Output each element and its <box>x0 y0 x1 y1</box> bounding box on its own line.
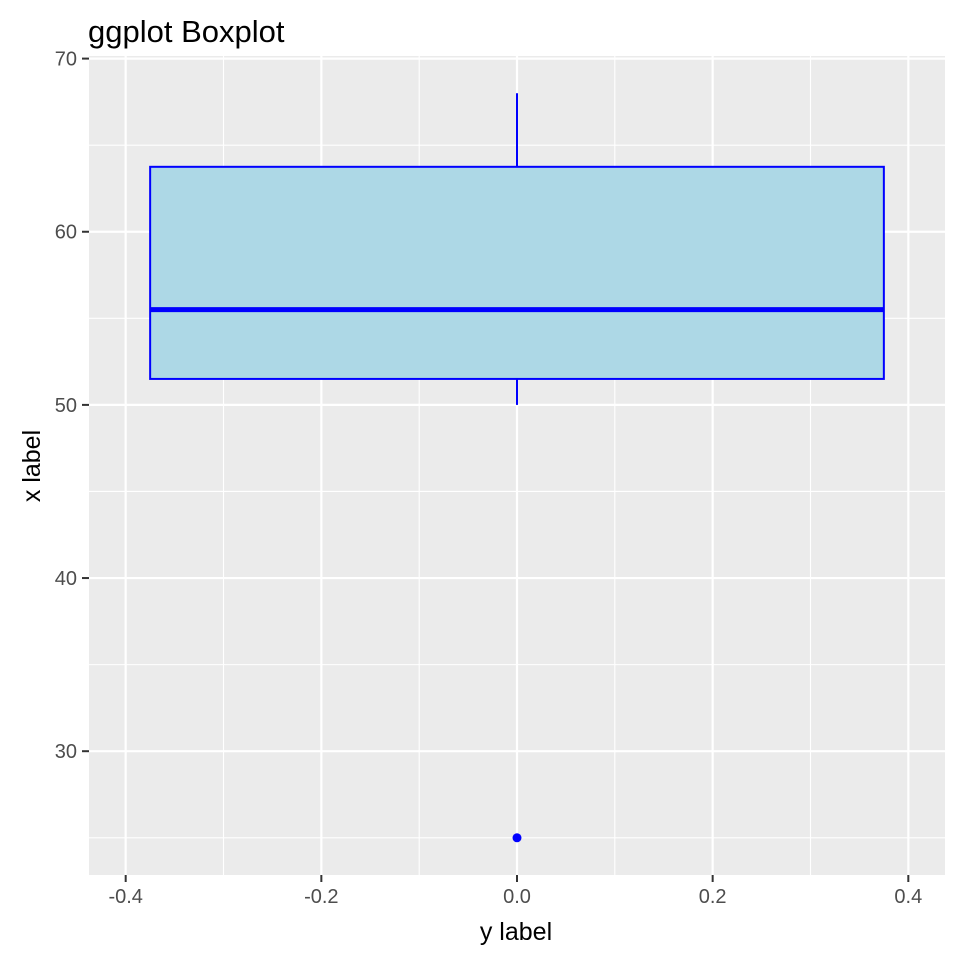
x-axis: -0.4 -0.2 0.0 0.2 0.4 <box>108 875 922 908</box>
x-tick-label: -0.2 <box>304 886 338 908</box>
y-tick-label: 40 <box>55 568 77 590</box>
boxplot-layer <box>149 93 885 843</box>
x-axis-title: y label <box>480 918 552 946</box>
box-iqr <box>149 165 885 380</box>
y-axis: 30 40 50 60 70 <box>55 49 89 763</box>
outlier-point <box>512 833 522 843</box>
x-tick-label: -0.4 <box>108 886 142 908</box>
x-tick-label: 0.4 <box>894 886 922 908</box>
x-tick-label: 0.0 <box>503 886 531 908</box>
y-tick-label: 70 <box>55 49 77 71</box>
y-tick-label: 30 <box>55 741 77 763</box>
x-tick-label: 0.2 <box>699 886 727 908</box>
chart-title: ggplot Boxplot <box>88 14 285 49</box>
y-tick-label: 50 <box>55 395 77 417</box>
y-tick-label: 60 <box>55 222 77 244</box>
y-axis-title: x label <box>18 430 46 502</box>
